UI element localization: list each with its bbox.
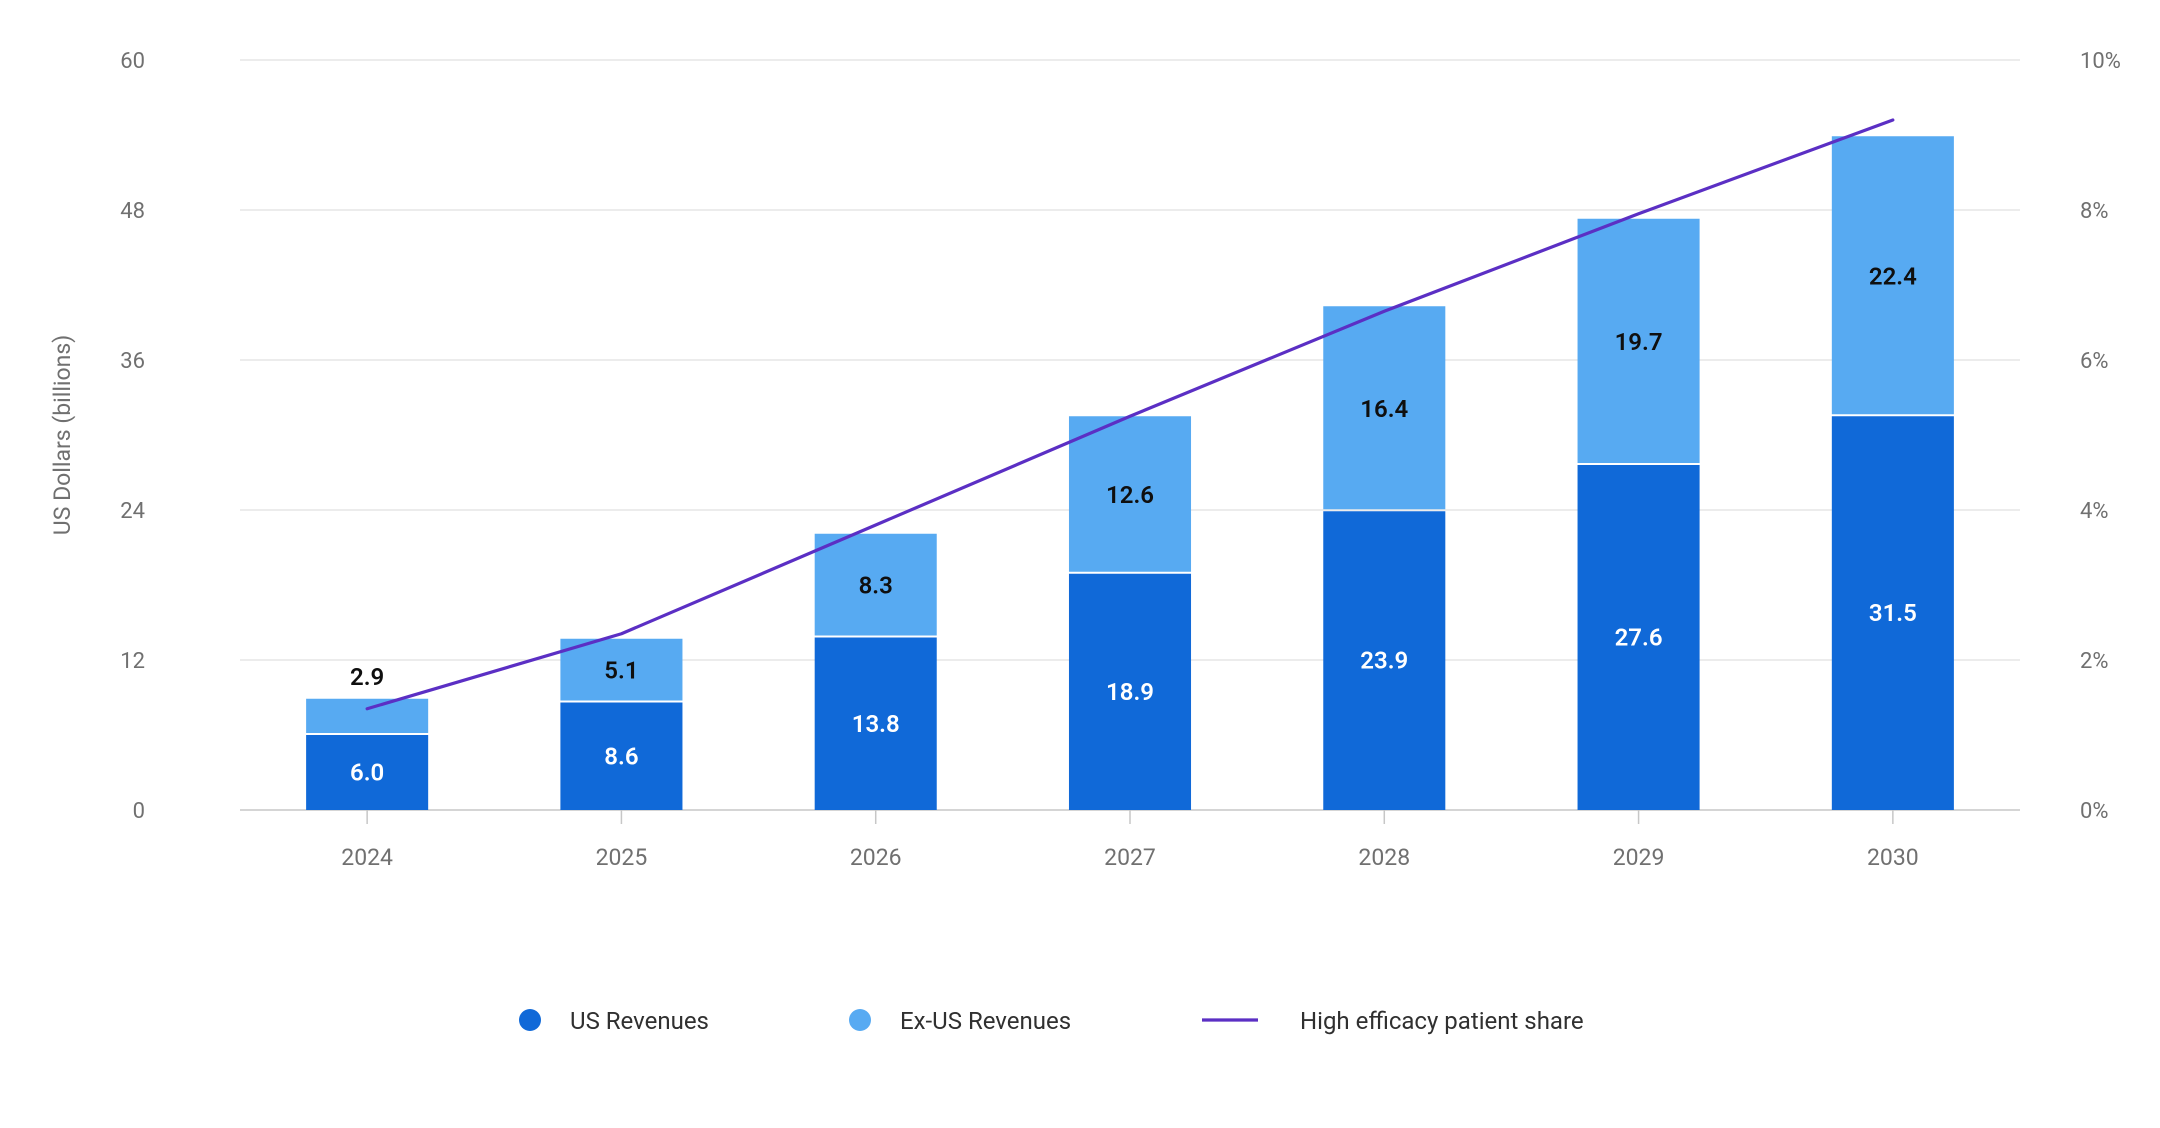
chart-svg: 0 12 24 36 48 60 0% 2% 4% 6% 8% 10% 6.0 2.9 8.6 5.1 13.8… (0, 0, 2160, 1128)
x-tick-label: 2027 (1104, 844, 1156, 871)
y-right-tick-label: 6% (2080, 349, 2108, 374)
value-label-exus: 22.4 (1869, 262, 1917, 290)
value-label-exus: 2.9 (350, 663, 384, 691)
value-label-exus: 8.3 (859, 572, 893, 600)
y-left-tick-label: 12 (120, 649, 145, 674)
legend-label: Ex-US Revenues (900, 1007, 1071, 1035)
y-left-tick-label: 48 (120, 199, 145, 224)
value-label-exus: 12.6 (1106, 481, 1154, 509)
value-label-us: 31.5 (1869, 599, 1917, 627)
legend-label: US Revenues (570, 1007, 709, 1035)
y-left-axis-title: US Dollars (billions) (49, 335, 76, 535)
x-tick-label: 2026 (850, 844, 902, 871)
y-left-tick-label: 24 (120, 499, 145, 524)
legend-swatch-dot (519, 1009, 541, 1031)
value-label-us: 13.8 (852, 710, 900, 738)
y-right-tick-label: 0% (2080, 799, 2108, 824)
y-left-tick-label: 60 (120, 49, 145, 74)
x-tick-label: 2029 (1613, 844, 1665, 871)
y-right-tick-label: 4% (2080, 499, 2108, 524)
value-label-us: 18.9 (1106, 678, 1154, 706)
y-right-tick-label: 10% (2080, 49, 2121, 74)
x-tick-label: 2024 (341, 844, 393, 871)
revenue-forecast-chart: 0 12 24 36 48 60 0% 2% 4% 6% 8% 10% 6.0 2.9 8.6 5.1 13.8… (0, 0, 2160, 1128)
y-right-tick-label: 8% (2080, 199, 2108, 224)
legend-swatch-dot (849, 1009, 871, 1031)
y-left-tick-label: 0 (133, 799, 145, 824)
value-label-exus: 19.7 (1615, 328, 1663, 356)
value-label-us: 23.9 (1360, 647, 1408, 675)
value-label-us: 27.6 (1615, 624, 1663, 652)
y-left-tick-label: 36 (120, 349, 145, 374)
bar-exus (306, 699, 428, 733)
value-label-us: 6.0 (350, 759, 384, 787)
legend-label: High efficacy patient share (1300, 1007, 1584, 1035)
x-tick-label: 2025 (596, 844, 648, 871)
y-right-tick-label: 2% (2080, 649, 2108, 674)
value-label-exus: 5.1 (604, 657, 638, 685)
x-tick-label: 2028 (1358, 844, 1410, 871)
value-label-exus: 16.4 (1360, 395, 1408, 423)
value-label-us: 8.6 (604, 742, 638, 770)
x-tick-label: 2030 (1867, 844, 1919, 871)
